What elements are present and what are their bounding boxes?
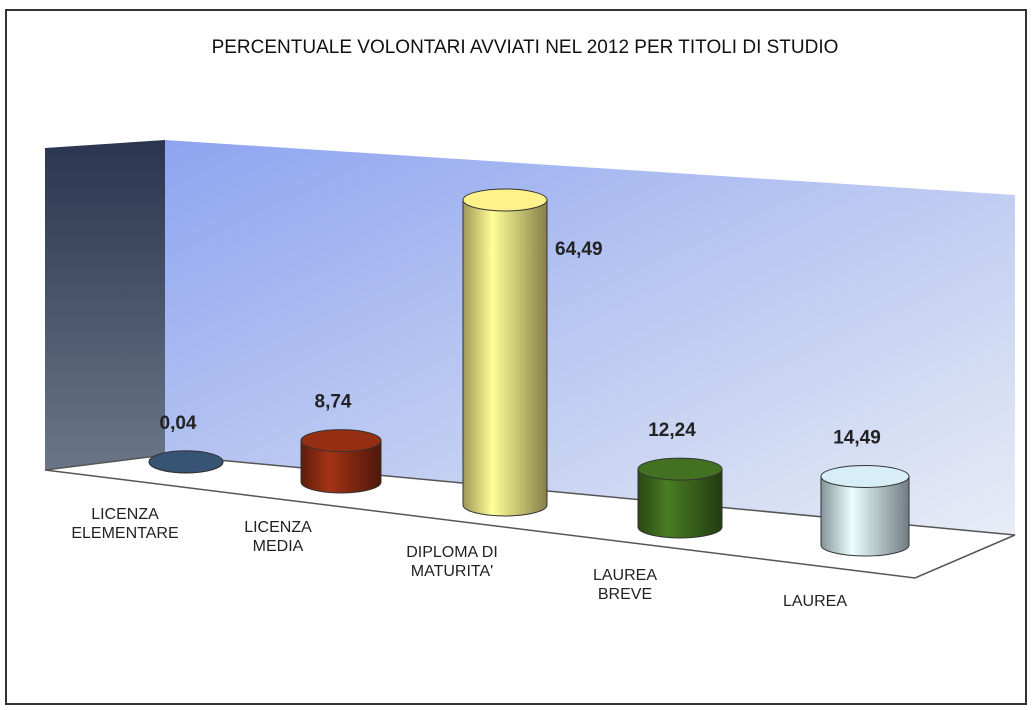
category-label: LAUREA BREVE [592,567,658,603]
cylinder [300,429,382,494]
cylinder-top [820,464,910,488]
category-label: DIPLOMA DI MATURITA' [406,544,498,580]
floor [44,454,1016,579]
category-label: LICENZA ELEMENTARE [71,506,179,542]
left-wall [45,140,165,470]
frame [5,9,1027,705]
category-label: LAUREA [782,593,848,610]
cylinder-top [637,457,723,481]
data-label: 0,04 [160,413,197,434]
category-label: LICENZA MEDIA [244,519,312,555]
cylinder-top [148,450,224,474]
cylinder-body [300,440,382,494]
data-label: 64,49 [555,239,603,260]
data-label: 14,49 [833,427,881,448]
cylinder-top [300,429,382,453]
data-label: 12,24 [648,420,696,441]
cylinder [148,450,224,474]
chart-title: PERCENTUALE VOLONTARI AVVIATI NEL 2012 P… [212,37,839,58]
cylinder-body [462,199,548,517]
cylinder-body [637,468,723,539]
cylinder [637,457,723,539]
cylinder-top [462,188,548,212]
cylinder [462,188,548,517]
cylinder [820,464,910,557]
cylinder-body [820,475,910,557]
data-label: 8,74 [315,392,352,413]
